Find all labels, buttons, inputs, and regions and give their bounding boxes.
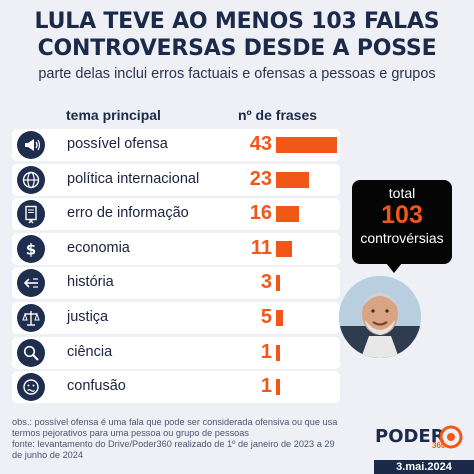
category-label: justiça (67, 308, 109, 325)
column-header-topic: tema principal (66, 107, 161, 123)
value-label: 23 (249, 167, 272, 190)
category-label: confusão (67, 378, 126, 395)
footnote-line-3: fonte: levantamento do Drive/Poder360 re… (12, 439, 335, 449)
speech-bubble-tail (386, 263, 402, 273)
chart-subtitle: parte delas inclui erros factuais e ofen… (38, 66, 436, 82)
poder360-logo-icon (439, 425, 463, 449)
dollar-icon: $ (17, 234, 45, 263)
total-label-bottom: controvérsias (360, 230, 444, 246)
footnote: obs.: possível ofensa é uma fala que pod… (12, 417, 372, 461)
confused-face-icon (17, 373, 45, 402)
bar (276, 309, 283, 326)
footnote-line-1: obs.: possível ofensa é uma fala que pod… (12, 417, 338, 427)
bar (276, 206, 299, 223)
value-label: 43 (249, 133, 272, 155)
total-bubble: total 103 controvérsias (352, 180, 452, 264)
category-label: economia (67, 239, 130, 256)
portrait-photo (339, 276, 421, 358)
title-line-1: LULA TEVE AO MENOS 103 FALAS (34, 9, 440, 34)
bar (276, 379, 280, 396)
scales-icon (17, 303, 45, 332)
table-row: $ economia 11 (12, 232, 340, 265)
value-label: 11 (250, 236, 272, 259)
footnote-line-4: de junho de 2024 (12, 450, 84, 460)
category-label: possível ofensa (67, 136, 168, 152)
chart-title: LULA TEVE AO MENOS 103 FALAS CONTROVERSA… (0, 8, 474, 62)
megaphone-icon (17, 131, 45, 159)
title-line-2: CONTROVERSAS DESDE A POSSE (37, 36, 437, 61)
category-label: história (67, 274, 114, 291)
bar (276, 171, 309, 188)
magnifier-icon (17, 338, 45, 367)
value-label: 1 (260, 340, 272, 363)
column-header-count: nº de frases (238, 107, 318, 123)
footnote-line-2: termos pejorativos para uma pessoa ou gr… (12, 428, 249, 438)
table-row: justiça 5 (12, 301, 340, 334)
category-label: ciência (67, 343, 113, 360)
table-row: ciência 1 (12, 336, 340, 369)
category-label: política internacional (67, 170, 200, 187)
table-row: confusão 1 (12, 371, 340, 404)
brand-number: 360 (432, 441, 446, 450)
table-row: erro de informação 16 (12, 198, 340, 231)
bar (276, 344, 280, 361)
total-label-top: total (388, 185, 416, 201)
bar-rows: possível ofensa 43 política internacional 2… (12, 129, 342, 406)
bar (276, 240, 292, 257)
value-label: 1 (260, 375, 272, 398)
svg-text:$: $ (26, 240, 36, 258)
category-label: erro de informação (67, 205, 189, 222)
globe-icon (17, 165, 45, 194)
value-label: 3 (260, 271, 272, 294)
value-label: 5 (260, 305, 272, 328)
arrow-left-icon (17, 269, 45, 298)
table-row: história 3 (12, 267, 340, 300)
publication-date: 3.mai.2024 (374, 460, 474, 474)
table-row: política internacional 23 (12, 163, 340, 196)
value-label: 16 (249, 202, 272, 225)
bar (276, 137, 337, 153)
bar (276, 275, 280, 292)
brand-name: PODER (375, 426, 445, 447)
table-row: possível ofensa 43 (12, 129, 340, 161)
document-error-icon (17, 200, 45, 229)
total-value: 103 (381, 201, 423, 229)
